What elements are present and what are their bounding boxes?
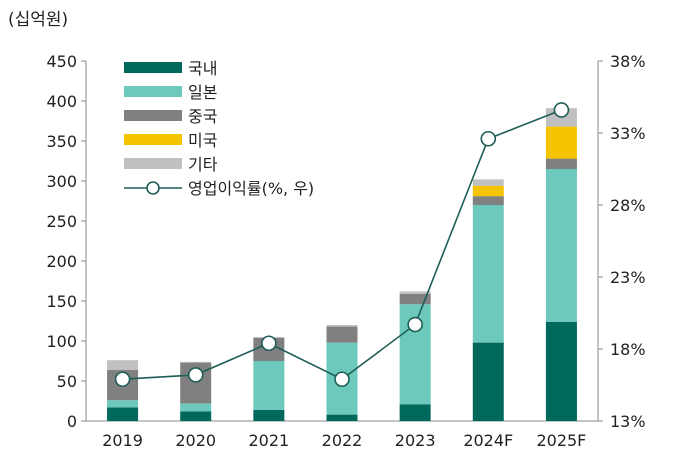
bar-segment	[472, 205, 504, 343]
margin-point	[407, 316, 423, 333]
bar-segment	[326, 326, 358, 343]
bar-segment	[253, 409, 285, 421]
x-axis-tick-label: 2025F	[536, 431, 586, 450]
margin-point	[114, 371, 131, 388]
bar-segment	[545, 126, 577, 159]
margin-point	[553, 102, 570, 118]
right-axis-ticks: 13% 18% 23% 28% 33% 38%	[598, 52, 646, 431]
bar-segment	[399, 293, 431, 305]
bar-segment	[545, 169, 577, 322]
legend-label: 중국	[188, 107, 217, 126]
x-axis-labels: 2019 2020 2021 2022 2023 2024F 2025F	[102, 431, 586, 450]
left-axis-ticks: 0 50 100 150 200 250 300 350 400 450	[46, 52, 86, 431]
x-axis-tick-label: 2019	[102, 431, 143, 450]
bar-segment	[326, 414, 358, 421]
x-axis-tick-label: 2022	[322, 431, 363, 450]
bar-segment	[180, 411, 212, 421]
left-axis-tick-label: 350	[46, 132, 77, 151]
bar-segment	[399, 404, 431, 421]
legend-label: 영업이익률(%, 우)	[188, 179, 314, 198]
x-axis-tick-label: 2023	[395, 431, 436, 450]
legend-swatch	[124, 110, 182, 121]
legend-swatch	[124, 134, 182, 145]
bars-layer	[107, 108, 577, 421]
legend-line-marker	[146, 181, 160, 195]
x-axis-tick-label: 2020	[175, 431, 216, 450]
bar-segment	[180, 361, 212, 363]
left-axis-tick-label: 50	[57, 372, 77, 391]
legend-label: 미국	[188, 131, 217, 150]
right-axis-tick-label: 38%	[610, 52, 646, 71]
legend-label: 기타	[188, 155, 218, 174]
x-axis-tick-label: 2024F	[463, 431, 513, 450]
left-axis-tick-label: 0	[67, 412, 77, 431]
bar-segment	[180, 403, 212, 412]
bar-segment	[545, 321, 577, 421]
left-axis-tick-label: 100	[46, 332, 77, 351]
unit-label: (십억원)	[8, 10, 68, 30]
bar-segment	[107, 360, 139, 370]
legend-label: 일본	[188, 83, 217, 102]
legend-swatch	[124, 158, 182, 169]
left-axis-tick-label: 300	[46, 172, 77, 191]
right-axis-tick-label: 23%	[610, 268, 646, 287]
bar-segment	[472, 185, 504, 197]
left-axis-tick-label: 150	[46, 292, 77, 311]
bar-segment	[472, 342, 504, 421]
margin-line-layer	[114, 102, 570, 388]
bar-segment	[326, 325, 358, 327]
right-axis-tick-label: 28%	[610, 196, 646, 215]
margin-point	[261, 335, 277, 352]
left-axis-tick-label: 200	[46, 252, 77, 271]
margin-point	[334, 371, 350, 388]
right-axis-tick-label: 13%	[610, 412, 646, 431]
bar-segment	[253, 361, 285, 410]
bar-segment	[107, 407, 139, 421]
bar-segment	[472, 196, 504, 205]
left-axis-tick-label: 400	[46, 92, 77, 111]
right-axis-tick-label: 33%	[610, 124, 646, 143]
bar-segment	[545, 158, 577, 169]
right-axis-tick-label: 18%	[610, 340, 646, 359]
left-axis-tick-label: 250	[46, 212, 77, 231]
bar-segment	[472, 179, 504, 186]
bar-segment	[107, 400, 139, 408]
margin-point	[187, 367, 204, 383]
bar-segment	[399, 291, 431, 294]
x-axis-tick-label: 2021	[248, 431, 289, 450]
legend-swatch	[124, 62, 182, 73]
legend-swatch	[124, 86, 182, 97]
legend-label: 국내	[188, 59, 217, 78]
margin-point	[480, 130, 497, 147]
left-axis-tick-label: 450	[46, 52, 77, 71]
